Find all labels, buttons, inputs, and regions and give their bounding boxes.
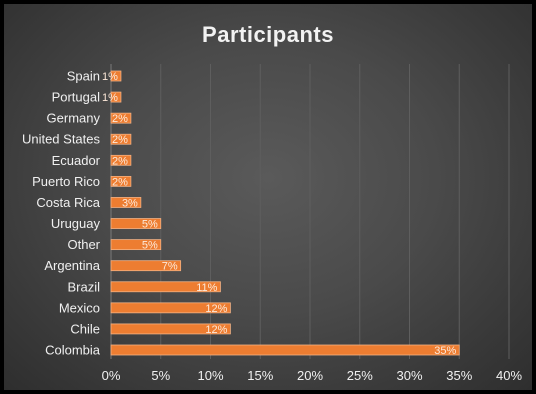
data-label: 5% bbox=[142, 219, 158, 231]
data-label: 2% bbox=[112, 134, 128, 146]
category-label: Brazil bbox=[67, 279, 100, 294]
data-label: 2% bbox=[112, 176, 128, 188]
category-label: Other bbox=[67, 237, 100, 252]
bar-chart: 1% 1% 2% 2% 2% 2% 3% 5% 5% 7% 11% 12% 12% 35% Spain Po… bbox=[22, 64, 523, 383]
data-label: 2% bbox=[112, 113, 128, 125]
category-label: Mexico bbox=[59, 300, 100, 315]
bar bbox=[110, 302, 231, 314]
bar bbox=[110, 281, 221, 293]
category-label: Uruguay bbox=[51, 216, 101, 231]
bar bbox=[110, 112, 132, 124]
bar bbox=[110, 175, 132, 187]
category-label: Ecuador bbox=[52, 153, 101, 168]
x-tick-label: 40% bbox=[496, 368, 522, 383]
data-label: 2% bbox=[112, 155, 128, 167]
category-label: Portugal bbox=[52, 90, 101, 105]
category-label: Chile bbox=[70, 321, 100, 336]
bar bbox=[110, 154, 132, 166]
bar bbox=[110, 218, 162, 229]
bar bbox=[110, 70, 122, 82]
bar bbox=[110, 260, 182, 272]
data-label: 12% bbox=[205, 324, 227, 336]
data-label: 1% bbox=[102, 92, 118, 104]
data-label: 35% bbox=[434, 345, 456, 357]
bars: 1% 1% 2% 2% 2% 2% 3% 5% 5% 7% 11% 12% 12% 35% bbox=[102, 70, 460, 357]
grid-lines bbox=[110, 64, 510, 359]
category-label: Spain bbox=[67, 69, 100, 84]
x-tick-labels: 0% 5% 10% 15% 20% 25% 30% 35% 40% bbox=[102, 368, 523, 383]
x-tick-label: 15% bbox=[247, 368, 273, 383]
data-label: 3% bbox=[122, 197, 138, 209]
x-tick-label: 25% bbox=[347, 368, 373, 383]
chart-title: Participants bbox=[202, 22, 334, 47]
bar bbox=[110, 133, 132, 145]
bar bbox=[110, 323, 231, 335]
category-label: Puerto Rico bbox=[32, 174, 100, 189]
bar bbox=[110, 239, 162, 251]
x-tick-label: 0% bbox=[102, 368, 121, 383]
category-label: Argentina bbox=[44, 258, 100, 273]
bar bbox=[110, 197, 142, 208]
category-label: Germany bbox=[47, 111, 101, 126]
category-label: Costa Rica bbox=[36, 195, 100, 210]
data-label: 1% bbox=[102, 71, 118, 83]
data-label: 7% bbox=[162, 261, 178, 273]
x-tick-label: 30% bbox=[396, 368, 422, 383]
category-labels: Spain Portugal Germany United States Ecuador… bbox=[22, 69, 101, 358]
x-tick-label: 5% bbox=[151, 368, 170, 383]
category-label: Colombia bbox=[45, 343, 101, 358]
data-label: 5% bbox=[142, 240, 158, 252]
data-label: 11% bbox=[196, 282, 217, 294]
bar bbox=[110, 91, 122, 103]
x-tick-label: 20% bbox=[297, 368, 323, 383]
bar bbox=[110, 344, 460, 356]
data-label: 12% bbox=[205, 303, 227, 315]
category-label: United States bbox=[22, 132, 101, 147]
x-tick-label: 35% bbox=[446, 368, 472, 383]
x-tick-label: 10% bbox=[197, 368, 223, 383]
